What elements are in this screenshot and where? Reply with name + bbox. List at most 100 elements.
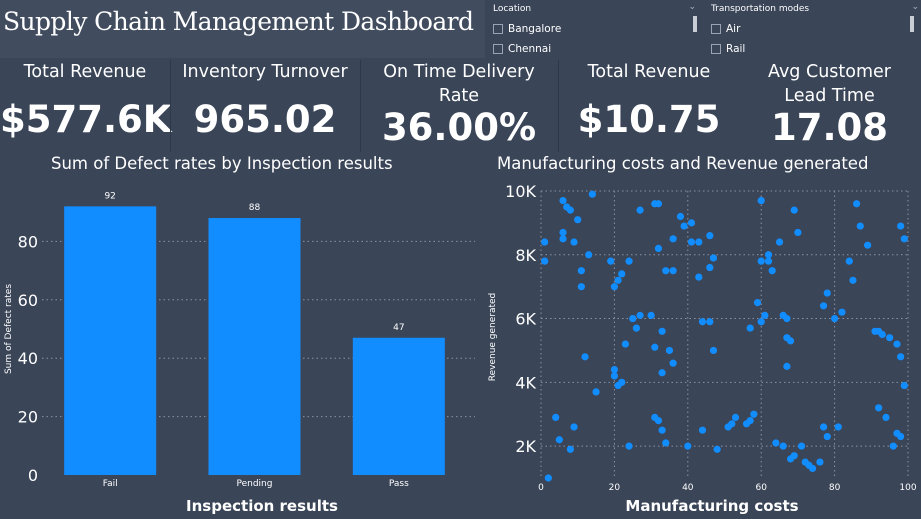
scatter-point	[838, 308, 846, 316]
y-axis-title: Sum of Defect rates	[4, 284, 14, 374]
data-label: 92	[104, 191, 115, 201]
scatter-point	[676, 212, 685, 221]
dashboard-title: Supply Chain Management Dashboard	[3, 7, 474, 36]
scatter-point	[768, 267, 776, 275]
location-slicer[interactable]: Location ⌄ Bangalore Chennai	[490, 0, 698, 58]
scatter-point	[731, 413, 740, 422]
scatter-point	[706, 263, 714, 272]
checkbox-icon[interactable]	[711, 44, 721, 54]
scatter-point	[544, 474, 552, 482]
scatter-point	[662, 439, 670, 447]
scatter-chart: 2K 4K 6K 8K 10K 0 20 40 60 80 100 Manufacturing cos…	[488, 182, 917, 515]
scatter-point	[709, 254, 718, 262]
transport-slicer-scrollbar[interactable]	[910, 16, 914, 32]
scatter-point	[878, 330, 886, 339]
transport-slicer[interactable]: Transportation modes ⌄ Air Rail	[708, 0, 921, 58]
location-option-chennai[interactable]: Chennai	[493, 42, 551, 56]
scatter-point	[581, 353, 589, 361]
scatter-point	[541, 238, 549, 246]
scatter-point	[695, 273, 703, 281]
scatter-point	[552, 413, 560, 422]
y-tick-label: 10K	[505, 182, 536, 201]
scatter-point	[823, 432, 831, 441]
scatter-point	[669, 267, 677, 275]
scatter-point	[577, 267, 585, 275]
scatter-point	[654, 200, 663, 208]
scatter-point	[592, 388, 600, 396]
data-label: 88	[249, 203, 261, 213]
scatter-point	[900, 381, 908, 390]
scatter-point	[757, 257, 765, 265]
transport-option-label: Rail	[726, 43, 746, 55]
y-tick-label: 4K	[515, 373, 536, 392]
scatter-chart-title: Manufacturing costs and Revenue generate…	[497, 154, 869, 173]
scatter-point	[680, 222, 688, 230]
scatter-point	[614, 276, 622, 284]
scatter-point	[625, 442, 633, 450]
scatter-point	[658, 369, 666, 377]
scatter-point	[834, 423, 842, 431]
x-axis-title: Manufacturing costs	[625, 497, 798, 515]
scatter-point	[610, 372, 618, 380]
kpi-value: $577.6K	[0, 98, 172, 141]
scatter-point	[753, 299, 762, 307]
scatter-point	[647, 311, 655, 319]
scatter-point	[618, 270, 626, 278]
scatter-point	[893, 340, 901, 348]
scatter-point	[783, 314, 791, 323]
scatter-point	[816, 458, 824, 466]
y-tick-label: 20	[18, 408, 38, 427]
scatter-point	[819, 423, 828, 431]
scatter-point	[654, 244, 663, 252]
x-tick-label: 60	[755, 483, 767, 493]
bar	[208, 218, 301, 475]
kpi-card-total-revenue: Total Revenue $577.6K	[0, 60, 172, 152]
kpi-value: 36.00%	[381, 106, 537, 149]
scatter-point	[889, 442, 897, 450]
kpi-value: 17.08	[770, 106, 889, 149]
divider	[558, 60, 559, 152]
scatter-point	[577, 283, 585, 291]
scatter-point	[794, 228, 802, 237]
scatter-point	[786, 337, 795, 345]
y-tick-label: 6K	[515, 310, 536, 329]
transport-option-air[interactable]: Air	[711, 22, 740, 36]
kpi-label: Avg Customer Lead Time	[768, 62, 891, 106]
y-axis-title: Revenue generated	[488, 293, 498, 382]
location-slicer-header: Location	[493, 4, 532, 14]
location-slicer-scrollbar[interactable]	[693, 16, 697, 32]
scatter-point	[797, 442, 806, 450]
y-tick-label: 80	[18, 232, 38, 251]
scatter-point	[559, 196, 567, 205]
scatter-point	[864, 241, 872, 249]
scatter-point	[831, 314, 839, 323]
kpi-value: $10.75	[577, 98, 721, 141]
chevron-down-icon[interactable]: ⌄	[688, 2, 696, 12]
y-tick-label: 2K	[515, 437, 536, 456]
scatter-point	[566, 445, 574, 453]
scatter-point	[875, 404, 883, 412]
y-tick-label: 60	[18, 291, 38, 310]
scatter-point	[823, 289, 831, 297]
scatter-point	[570, 423, 578, 431]
chevron-down-icon[interactable]: ⌄	[911, 2, 919, 12]
scatter-point	[779, 442, 787, 450]
scatter-point	[625, 257, 633, 265]
scatter-point	[585, 251, 593, 259]
scatter-point	[610, 365, 618, 374]
scatter-point	[849, 276, 857, 284]
kpi-label: Total Revenue	[587, 62, 711, 82]
scatter-point	[772, 439, 780, 447]
scatter-point	[658, 327, 666, 335]
checkbox-icon[interactable]	[711, 24, 721, 34]
checkbox-icon[interactable]	[493, 44, 503, 54]
location-option-bangalore[interactable]: Bangalore	[493, 22, 561, 36]
checkbox-icon[interactable]	[493, 24, 503, 34]
scatter-point	[783, 362, 791, 370]
transport-option-rail[interactable]: Rail	[711, 42, 745, 56]
x-tick-label: 40	[682, 483, 694, 493]
scatter-point	[588, 190, 596, 198]
scatter-point	[897, 222, 905, 230]
bar	[352, 337, 445, 475]
x-tick-label: 100	[899, 483, 916, 493]
